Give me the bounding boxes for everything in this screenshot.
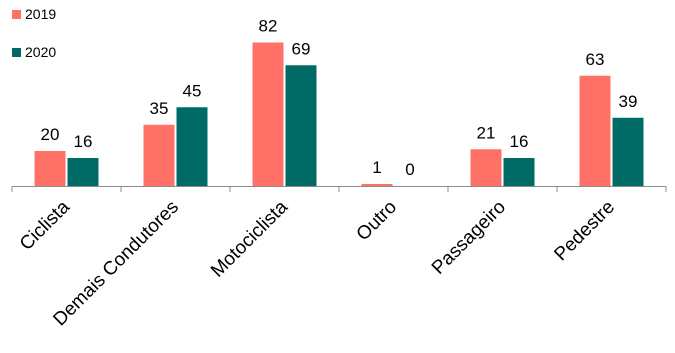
data-label-2019-4: 21 <box>477 123 496 142</box>
x-tick-label-0: Ciclista <box>16 196 74 254</box>
data-label-2020-2: 69 <box>292 39 311 58</box>
bar-2019-5 <box>579 75 611 186</box>
data-label-2019-3: 1 <box>372 158 381 177</box>
data-label-2019-0: 20 <box>41 125 60 144</box>
legend-label-2020: 2020 <box>25 44 56 60</box>
x-tick-label-5: Pedestre <box>550 197 619 266</box>
data-label-2019-1: 35 <box>150 99 169 118</box>
x-tick-label-2: Motociclista <box>207 196 292 281</box>
legend-swatch-2019 <box>12 10 21 19</box>
legend: 2019 2020 <box>12 6 56 60</box>
bar-2019-4 <box>470 149 502 186</box>
x-tick-label-3: Outro <box>353 197 401 245</box>
bar-2019-1 <box>143 124 175 186</box>
x-tick-label-1: Demais Condutores <box>49 197 183 331</box>
data-label-2019-5: 63 <box>586 50 605 69</box>
data-labels: 20 16 35 45 82 69 1 0 21 16 63 39 <box>41 17 638 180</box>
data-label-2020-3: 0 <box>405 160 414 179</box>
bar-2019-0 <box>34 151 66 186</box>
bar-2020-0 <box>67 158 99 186</box>
data-label-2020-4: 16 <box>510 132 529 151</box>
bar-2019-3 <box>361 184 393 186</box>
bar-2020-5 <box>612 117 644 186</box>
bar-2020-2 <box>285 65 317 186</box>
data-label-2020-1: 45 <box>183 81 202 100</box>
data-label-2020-5: 39 <box>619 92 638 111</box>
bar-2019-2 <box>252 42 284 186</box>
bars <box>34 42 644 186</box>
bar-2020-4 <box>503 158 535 186</box>
legend-swatch-2020 <box>12 48 21 57</box>
x-axis <box>11 186 667 192</box>
data-label-2019-2: 82 <box>259 17 278 36</box>
legend-label-2019: 2019 <box>25 6 56 22</box>
x-tick-label-4: Passageiro <box>428 197 510 279</box>
data-label-2020-0: 16 <box>74 132 93 151</box>
bar-2020-1 <box>176 107 208 186</box>
